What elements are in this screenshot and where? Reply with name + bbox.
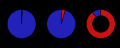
Wedge shape <box>7 10 36 38</box>
Wedge shape <box>92 10 101 18</box>
Circle shape <box>93 16 109 32</box>
Wedge shape <box>47 10 76 38</box>
Wedge shape <box>86 10 115 38</box>
Wedge shape <box>61 10 65 24</box>
